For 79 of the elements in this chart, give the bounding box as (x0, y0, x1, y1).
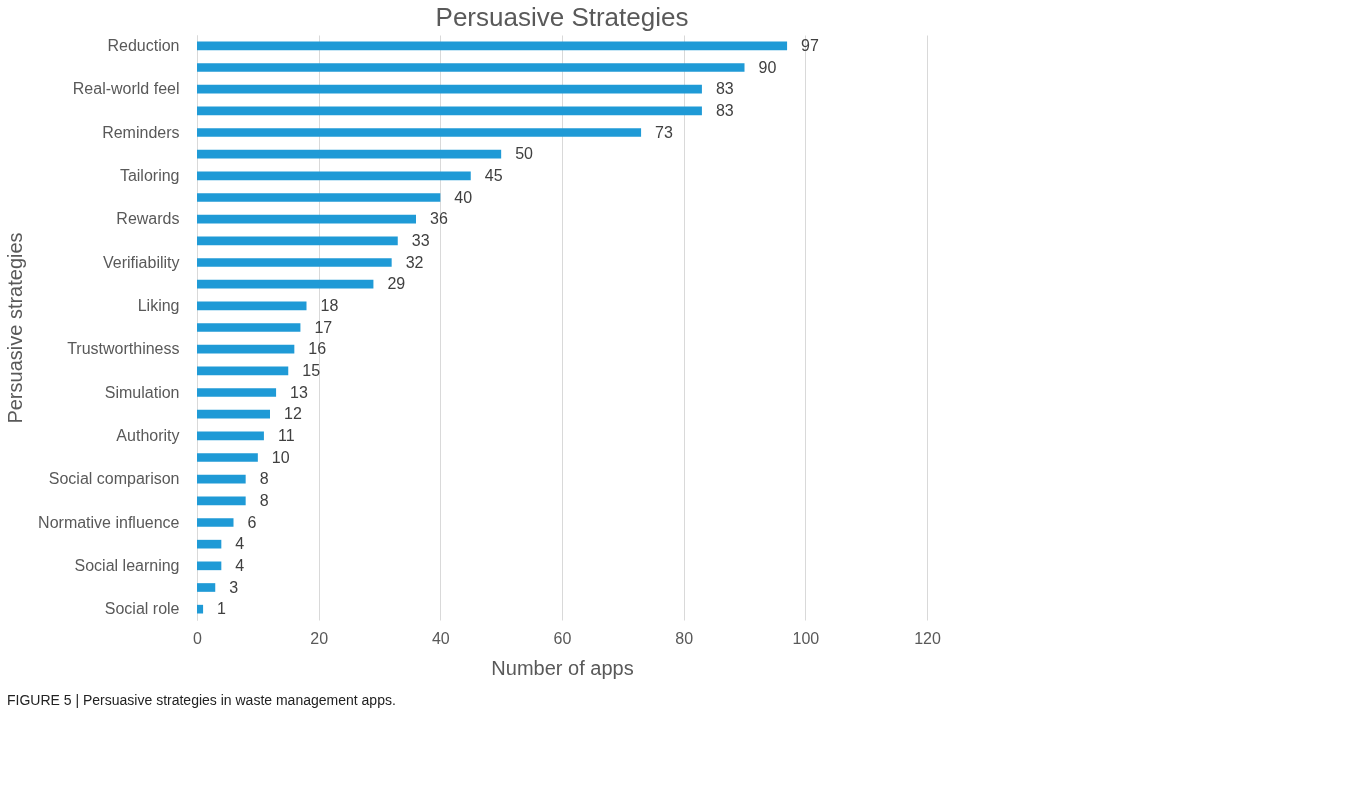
y-tick-label: Trustworthiness (67, 340, 180, 358)
y-tick-label: Tailoring (119, 166, 180, 184)
bar (197, 128, 642, 137)
data-label: 73 (655, 123, 673, 141)
data-label: 40 (454, 188, 473, 206)
data-label: 90 (758, 58, 777, 76)
y-tick-label: Social comparison (48, 470, 180, 488)
bar (197, 323, 301, 332)
x-tick-label: 80 (675, 629, 694, 647)
data-label: 15 (302, 361, 321, 379)
x-axis-title: Number of apps (491, 656, 634, 679)
x-tick-label: 100 (792, 629, 820, 647)
bar (197, 583, 216, 592)
x-tick-label: 40 (431, 629, 450, 647)
bar (197, 496, 246, 506)
bar (197, 63, 745, 72)
y-tick-label: Verifiability (103, 253, 180, 271)
y-tick-label: Normative influence (38, 513, 180, 531)
y-tick-label: Social role (104, 600, 180, 618)
x-tick-label: 120 (914, 629, 941, 647)
data-label: 97 (801, 36, 819, 54)
data-label: 45 (484, 166, 503, 184)
data-label: 10 (271, 448, 290, 466)
data-label: 50 (515, 145, 534, 163)
data-label: 12 (284, 405, 302, 423)
data-label: 29 (387, 275, 406, 293)
x-tick-label: 0 (193, 629, 203, 647)
bar (197, 366, 289, 376)
bar (197, 171, 471, 181)
bar (197, 409, 270, 419)
bar (197, 344, 295, 354)
y-tick-label: Rewards (116, 210, 180, 228)
bar (197, 539, 222, 549)
data-label: 8 (259, 470, 269, 488)
data-label: 13 (290, 383, 308, 401)
y-tick-label: Authority (116, 426, 180, 444)
y-tick-label: Reduction (107, 36, 180, 54)
data-label: 17 (314, 318, 333, 336)
y-tick-label: Social learning (74, 556, 180, 574)
y-tick-label: Liking (137, 296, 180, 314)
bar (197, 84, 702, 94)
bar (197, 561, 222, 571)
data-label: 1 (217, 600, 227, 618)
data-label: 6 (247, 513, 257, 531)
data-label: 3 (229, 578, 239, 596)
data-label: 4 (235, 556, 245, 574)
bar (197, 301, 307, 311)
bar (197, 236, 398, 246)
y-tick-label: Simulation (104, 383, 180, 401)
bar (197, 193, 441, 202)
bar (197, 279, 374, 289)
data-label: 32 (405, 253, 424, 271)
data-label: 8 (259, 491, 269, 509)
data-label: 83 (715, 80, 734, 98)
data-label: 16 (308, 340, 327, 358)
chart-title: Persuasive Strategies (435, 2, 689, 32)
bar (197, 214, 416, 224)
data-label: 18 (320, 296, 339, 314)
y-tick-label: Real-world feel (72, 80, 180, 98)
bar (197, 453, 258, 462)
y-tick-label: Reminders (102, 123, 180, 141)
data-label: 4 (235, 535, 245, 553)
data-label: 11 (277, 426, 295, 444)
data-label: 36 (430, 210, 448, 228)
x-tick-label: 60 (553, 629, 572, 647)
bar (197, 41, 788, 51)
bar (197, 518, 234, 527)
bar (197, 149, 502, 159)
bar (197, 431, 264, 441)
data-label: 33 (411, 231, 430, 249)
bar (197, 258, 392, 267)
bar (197, 604, 204, 614)
bar (197, 106, 702, 116)
y-axis-title: Persuasive strategies (4, 232, 27, 424)
x-tick-label: 20 (310, 629, 329, 647)
bar (197, 388, 277, 397)
bar (197, 474, 246, 484)
data-label: 83 (715, 101, 734, 119)
caption: FIGURE 5 | Persuasive strategies in waste management apps. (7, 692, 396, 708)
